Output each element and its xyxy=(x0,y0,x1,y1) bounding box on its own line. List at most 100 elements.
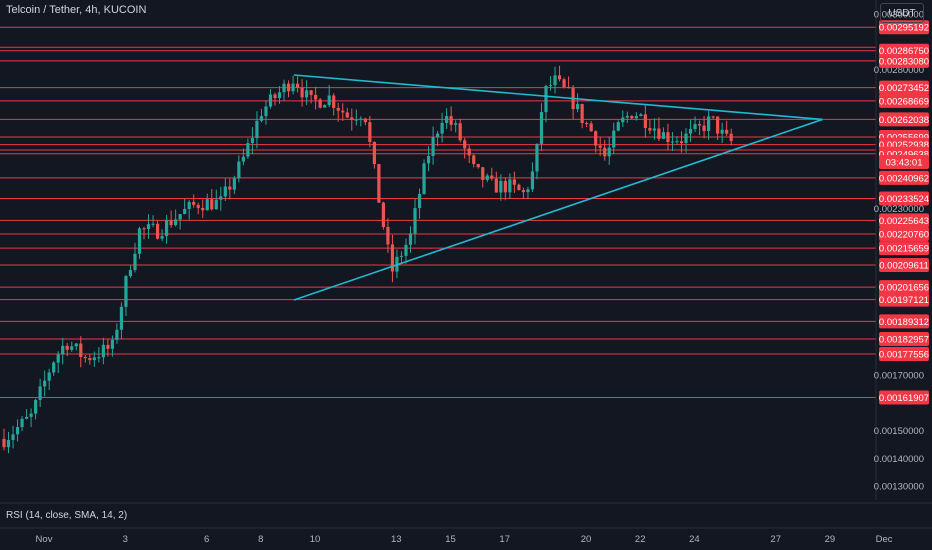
candle-body xyxy=(255,120,259,139)
candle-body xyxy=(65,345,69,350)
candle-body xyxy=(377,163,381,203)
candle-body xyxy=(639,114,643,117)
candle-body xyxy=(232,178,236,190)
level-price-label: 0.00283080 xyxy=(879,56,929,67)
candle-body xyxy=(88,358,92,361)
candle-body xyxy=(155,223,160,239)
time-tick-label: 29 xyxy=(825,534,836,545)
time-tick-label: 6 xyxy=(204,534,209,545)
candle-body xyxy=(729,133,733,142)
candle-body xyxy=(661,132,666,139)
candle-body xyxy=(106,344,110,349)
candle-body xyxy=(548,85,553,87)
candle-body xyxy=(458,123,462,141)
currency-selector[interactable]: USDT xyxy=(880,3,924,23)
candle-body xyxy=(187,201,191,209)
candle-body xyxy=(445,116,449,123)
candle-body xyxy=(282,83,286,93)
candle-body xyxy=(422,163,426,194)
candle-body xyxy=(431,137,435,157)
candle-body xyxy=(137,228,142,254)
level-price-badge xyxy=(879,112,929,127)
candle-body xyxy=(544,85,548,113)
candle-body xyxy=(490,175,494,179)
level-price-label: 0.00233524 xyxy=(879,194,929,205)
triangle-trendline[interactable] xyxy=(293,74,823,121)
candle-body xyxy=(47,372,51,381)
candle-body xyxy=(598,145,602,148)
time-tick-label: 10 xyxy=(310,534,321,545)
candle-body xyxy=(670,141,675,143)
candle-body xyxy=(6,440,11,448)
candle-body xyxy=(603,147,607,157)
candle-body xyxy=(607,147,611,157)
time-tick-label: 3 xyxy=(123,534,128,545)
candle-body xyxy=(273,94,277,99)
candle-body xyxy=(585,122,589,124)
price-tick-label: 0.00140000 xyxy=(874,454,924,465)
candle-body xyxy=(165,220,169,237)
candle-body xyxy=(341,110,345,113)
level-price-label: 0.00268669 xyxy=(879,96,929,107)
candle-body xyxy=(643,114,647,129)
candle-body xyxy=(702,125,706,131)
candle-body xyxy=(327,95,331,106)
candle-body xyxy=(214,199,218,210)
candle-body xyxy=(481,167,485,180)
candle-body xyxy=(381,202,385,227)
level-price-badge xyxy=(879,80,929,95)
candle-body xyxy=(553,75,557,86)
candle-body xyxy=(449,116,453,125)
candle-body xyxy=(223,186,227,197)
candle-body xyxy=(472,155,476,164)
level-price-badge xyxy=(879,213,929,228)
candle-body xyxy=(404,244,408,256)
candle-body xyxy=(97,357,101,359)
level-price-badge xyxy=(879,170,929,185)
level-price-label: 0.00240962 xyxy=(879,173,929,184)
price-tick-label: 0.00170000 xyxy=(874,371,924,382)
level-price-badge xyxy=(879,241,929,256)
candle-body xyxy=(110,339,114,349)
candle-body xyxy=(436,133,440,138)
level-price-label: 0.00262038 xyxy=(879,115,929,126)
candle-body xyxy=(205,199,209,211)
candle-body xyxy=(711,116,715,118)
candle-body xyxy=(666,132,670,143)
candle-body xyxy=(146,224,151,230)
level-price-badge xyxy=(879,280,929,295)
candle-body xyxy=(413,208,417,234)
candle-body xyxy=(720,129,724,134)
candle-body xyxy=(300,87,304,98)
candle-body xyxy=(286,83,291,92)
candle-body xyxy=(725,129,729,134)
candle-body xyxy=(295,83,300,88)
candle-body xyxy=(133,253,137,271)
candle-body xyxy=(535,143,539,172)
candle-body xyxy=(61,345,65,355)
candle-body xyxy=(259,116,264,121)
candle-body xyxy=(684,133,688,144)
countdown-badge xyxy=(879,155,929,169)
rsi-indicator-label[interactable]: RSI (14, close, SMA, 14, 2) xyxy=(6,510,128,521)
candle-body xyxy=(512,179,516,185)
candle-body xyxy=(716,116,720,134)
candle-body xyxy=(440,122,444,134)
candle-body xyxy=(268,94,273,107)
countdown-label: 03:43:01 xyxy=(886,158,923,169)
candle-body xyxy=(630,115,634,119)
level-price-badge xyxy=(879,53,929,68)
candle-body xyxy=(634,116,638,119)
candle-body xyxy=(246,143,250,157)
level-price-label: 0.00215659 xyxy=(879,244,929,255)
candle-body xyxy=(11,434,15,441)
level-price-badge xyxy=(879,332,929,347)
candle-body xyxy=(372,142,376,164)
candle-body xyxy=(386,226,390,245)
triangle-trendline[interactable] xyxy=(293,118,823,301)
candle-body xyxy=(679,141,684,144)
candle-body xyxy=(305,90,309,98)
candle-body xyxy=(219,196,223,200)
time-tick-label: 8 xyxy=(258,534,263,545)
